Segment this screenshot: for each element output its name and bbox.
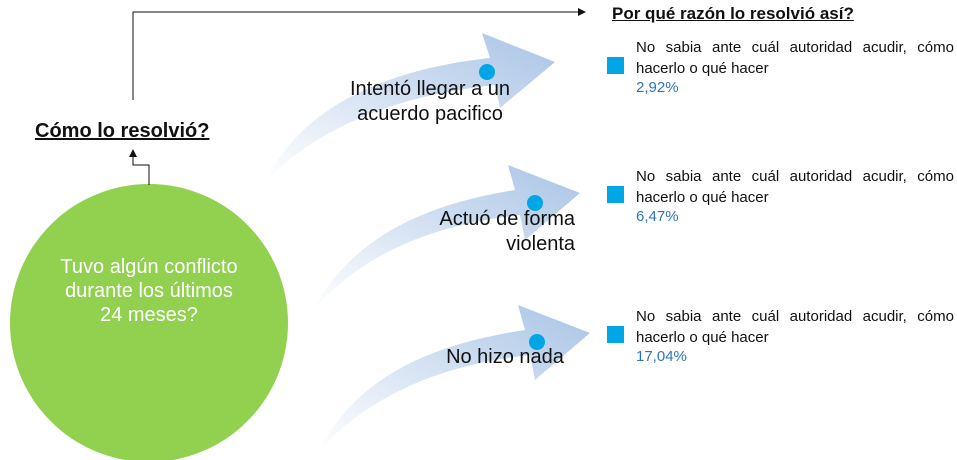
bullet xyxy=(607,186,624,203)
reason: No sabia ante cuál autoridad acudir, cóm… xyxy=(636,39,954,77)
percent: 2,92% xyxy=(636,79,679,96)
why-label: Por qué razón lo resolvió así? xyxy=(612,4,854,23)
bullet xyxy=(607,57,624,74)
percent: 6,47% xyxy=(636,208,679,225)
curved-arrow xyxy=(318,305,590,452)
branch-label: Actuó de forma violenta xyxy=(439,208,575,255)
reason: No sabia ante cuál autoridad acudir, cóm… xyxy=(636,308,954,346)
dot xyxy=(479,64,495,80)
connector xyxy=(132,8,586,100)
curved-arrow xyxy=(312,165,580,312)
branch-label: Intentó llegar a un acuerdo pacifico xyxy=(349,78,511,125)
question: Tuvo algún conflicto durante los últimos… xyxy=(60,256,238,326)
bullet xyxy=(607,326,624,343)
percent: 17,04% xyxy=(636,348,687,365)
branch-label: No hizo nada xyxy=(446,346,564,368)
connector xyxy=(129,149,150,185)
how-label: Cómo lo resolvió? xyxy=(35,120,210,142)
dot xyxy=(527,195,543,211)
dot xyxy=(529,334,545,350)
reason: No sabia ante cuál autoridad acudir, cóm… xyxy=(636,168,954,206)
question-circle xyxy=(10,184,288,460)
